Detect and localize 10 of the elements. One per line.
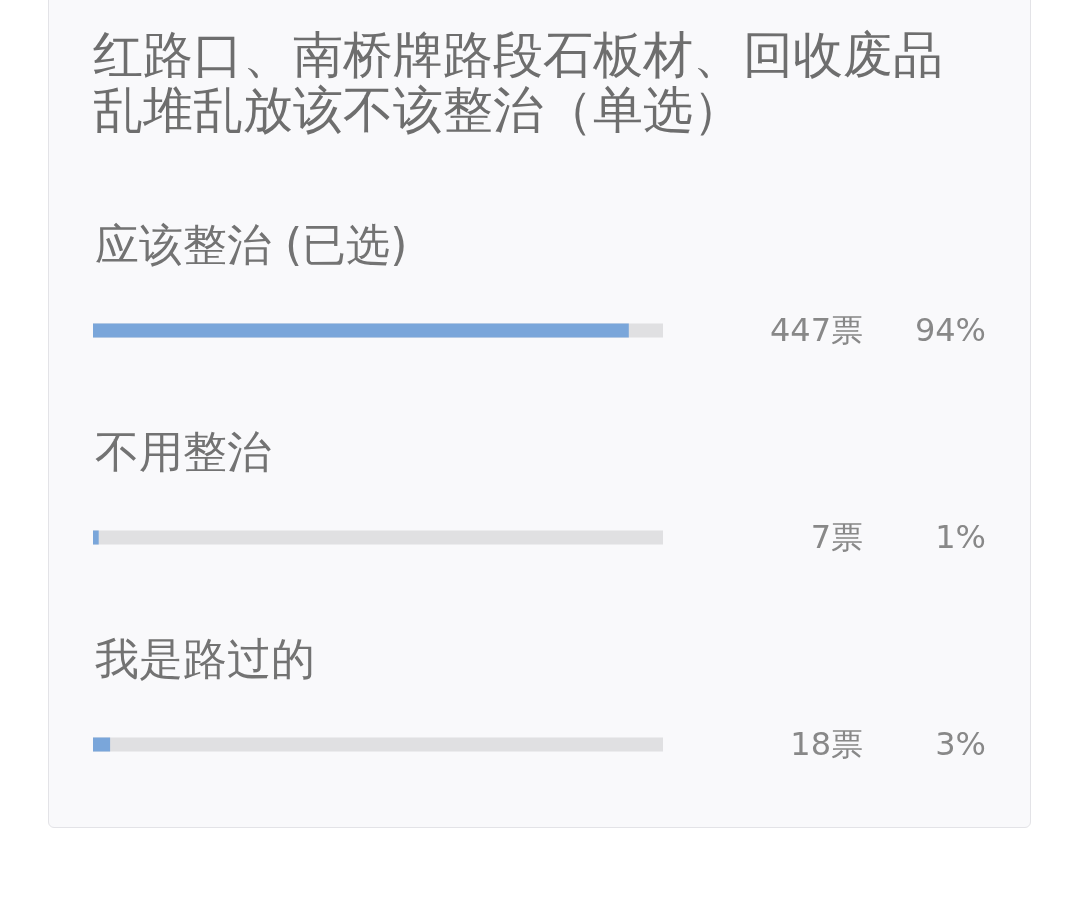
text: 447票 <box>769 310 863 349</box>
data-label: 1% <box>935 517 986 556</box>
y-tick-label: 我是路过的 <box>95 632 315 684</box>
y-tick-label: 不用整治 <box>95 425 271 477</box>
data-label: 3% <box>935 724 986 763</box>
y-tick-label: 应该整治 (已选) <box>95 218 408 270</box>
text: 18票 <box>790 724 863 763</box>
data-label: 94% <box>914 310 986 349</box>
text: 7票 <box>810 517 863 556</box>
chart-title: 红路口、南桥牌路段石板材、回收废品乱堆乱放该不该整治（单选） <box>93 26 944 139</box>
